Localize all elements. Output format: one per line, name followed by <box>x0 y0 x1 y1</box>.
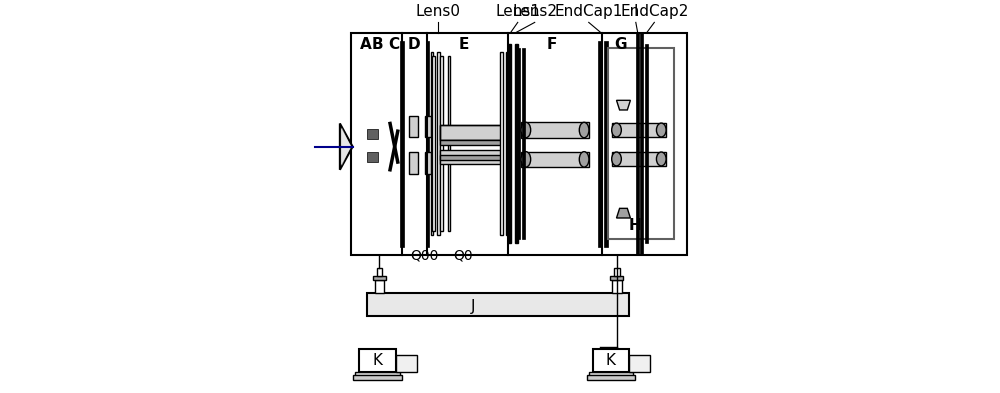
Text: I: I <box>634 4 638 19</box>
Text: Lens1: Lens1 <box>495 4 540 19</box>
FancyBboxPatch shape <box>359 349 396 372</box>
Bar <box>610 276 623 280</box>
Bar <box>425 116 433 137</box>
Bar <box>640 33 643 255</box>
Text: J: J <box>471 299 475 314</box>
Bar <box>440 150 502 164</box>
Ellipse shape <box>612 123 621 137</box>
Ellipse shape <box>656 123 666 137</box>
Ellipse shape <box>612 152 621 166</box>
Text: Q0: Q0 <box>454 249 473 263</box>
Ellipse shape <box>521 152 531 167</box>
Bar <box>425 152 433 174</box>
FancyBboxPatch shape <box>351 33 687 255</box>
Text: B: B <box>372 37 383 52</box>
Bar <box>614 268 620 276</box>
Text: F: F <box>547 37 557 52</box>
Bar <box>437 52 440 235</box>
Bar <box>506 52 508 235</box>
Ellipse shape <box>521 122 531 138</box>
Text: G: G <box>614 37 627 52</box>
Text: Lens2: Lens2 <box>512 4 557 19</box>
Polygon shape <box>617 208 630 218</box>
Bar <box>440 140 502 145</box>
Bar <box>598 40 602 247</box>
Bar <box>500 52 503 235</box>
Bar <box>396 355 417 372</box>
Bar <box>612 280 622 293</box>
Bar <box>604 40 608 247</box>
Bar <box>440 125 502 140</box>
Bar <box>367 293 629 316</box>
Text: E: E <box>458 37 469 52</box>
Polygon shape <box>342 127 351 166</box>
Bar <box>645 44 648 243</box>
Bar <box>432 56 435 231</box>
Bar <box>373 276 386 280</box>
Text: A: A <box>360 37 372 52</box>
Text: EndCap1: EndCap1 <box>555 4 623 19</box>
Bar <box>440 125 502 140</box>
Polygon shape <box>340 123 353 170</box>
Text: EndCap2: EndCap2 <box>620 4 689 19</box>
Bar <box>367 152 378 162</box>
Polygon shape <box>617 100 630 110</box>
Bar <box>636 33 639 255</box>
FancyBboxPatch shape <box>593 349 629 372</box>
Bar <box>629 355 650 372</box>
Bar <box>508 44 511 243</box>
Text: Lens0: Lens0 <box>416 4 461 19</box>
Bar <box>367 129 378 139</box>
Bar <box>521 152 589 167</box>
Bar <box>589 371 633 376</box>
Ellipse shape <box>579 122 589 138</box>
Bar <box>426 40 429 247</box>
Bar <box>440 56 443 231</box>
Bar <box>400 40 404 247</box>
Bar <box>431 52 433 235</box>
Text: K: K <box>372 353 382 368</box>
Bar <box>375 280 384 293</box>
Bar <box>587 375 635 380</box>
Bar <box>522 48 525 239</box>
Ellipse shape <box>579 152 589 167</box>
Bar <box>353 375 402 380</box>
Bar <box>377 268 382 276</box>
Bar <box>612 123 666 137</box>
Text: K: K <box>606 353 616 368</box>
Text: H: H <box>628 218 641 233</box>
Bar <box>409 152 418 174</box>
Text: C: C <box>388 37 399 52</box>
FancyBboxPatch shape <box>608 48 674 239</box>
Bar <box>409 116 418 137</box>
Text: Q00: Q00 <box>410 249 439 263</box>
Bar <box>448 56 450 231</box>
Bar <box>517 48 520 239</box>
Bar <box>355 371 400 376</box>
Ellipse shape <box>656 152 666 166</box>
Bar <box>521 122 589 138</box>
Bar <box>612 152 666 166</box>
Bar <box>515 44 518 243</box>
Bar <box>440 156 502 160</box>
Text: D: D <box>407 37 420 52</box>
